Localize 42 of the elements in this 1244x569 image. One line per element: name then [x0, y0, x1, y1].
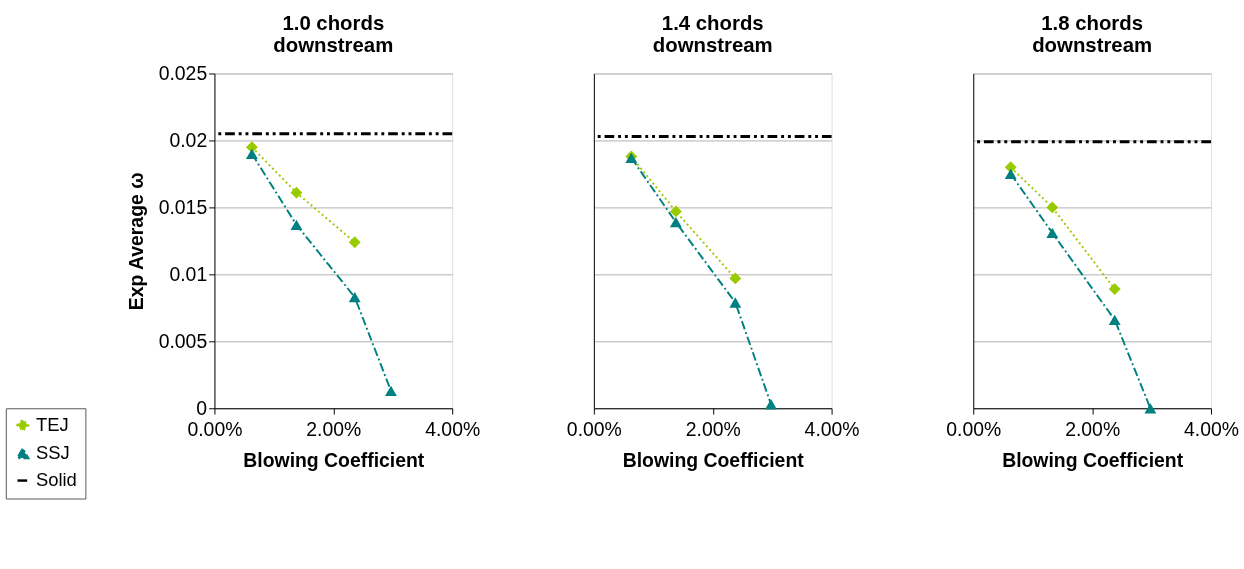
legend-label: SSJ	[35, 442, 70, 464]
y-axis-title: Exp Average ω	[125, 172, 148, 311]
y-tick-label: 0.025	[158, 61, 208, 84]
y-tick-label: 0.02	[169, 128, 208, 151]
legend-label: Solid	[35, 469, 77, 491]
chart-title: 1.4 chords downstream	[652, 11, 773, 57]
point	[290, 219, 303, 230]
x-tick-label: 2.00%	[685, 417, 741, 440]
x-axis-title: Blowing Coefficient	[622, 448, 805, 471]
point	[669, 205, 682, 218]
y-tick-label: 0	[196, 396, 208, 419]
y-tick-label: 0.01	[169, 262, 208, 285]
point	[1046, 201, 1059, 214]
legend-label: TEJ	[35, 414, 69, 436]
x-axis-title: Blowing Coefficient	[243, 448, 425, 471]
point	[385, 385, 397, 397]
x-axis-title: Blowing Coefficient	[1002, 448, 1184, 471]
point	[245, 148, 258, 159]
x-tick-label: 4.00%	[804, 417, 860, 440]
point	[729, 272, 742, 285]
point	[729, 297, 742, 308]
x-tick-label: 0.00%	[187, 417, 243, 440]
x-tick-label: 0.00%	[566, 417, 622, 440]
point	[1108, 314, 1121, 326]
x-tick-label: 0.00%	[946, 417, 1002, 440]
point	[1108, 283, 1121, 296]
point	[1004, 168, 1017, 180]
y-tick-label: 0.015	[158, 195, 208, 218]
x-tick-label: 2.00%	[1065, 417, 1121, 440]
point	[1046, 227, 1059, 238]
chart-title: 1.0 chords downstream	[273, 11, 394, 57]
x-tick-label: 4.00%	[1184, 417, 1239, 440]
x-tick-label: 2.00%	[306, 417, 362, 440]
point	[348, 236, 361, 249]
point	[1144, 403, 1157, 414]
point	[765, 399, 777, 410]
x-tick-label: 4.00%	[425, 417, 481, 440]
point	[290, 186, 303, 199]
point	[669, 216, 682, 228]
y-tick-label: 0.005	[158, 329, 208, 352]
point	[348, 291, 361, 303]
chart-title: 1.8 chords downstream	[1032, 11, 1153, 57]
